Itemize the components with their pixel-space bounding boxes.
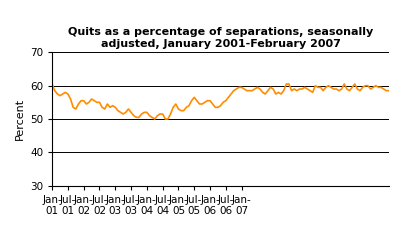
Y-axis label: Percent: Percent bbox=[14, 98, 24, 140]
Title: Quits as a percentage of separations, seasonally
adjusted, January 2001-February: Quits as a percentage of separations, se… bbox=[68, 27, 373, 49]
